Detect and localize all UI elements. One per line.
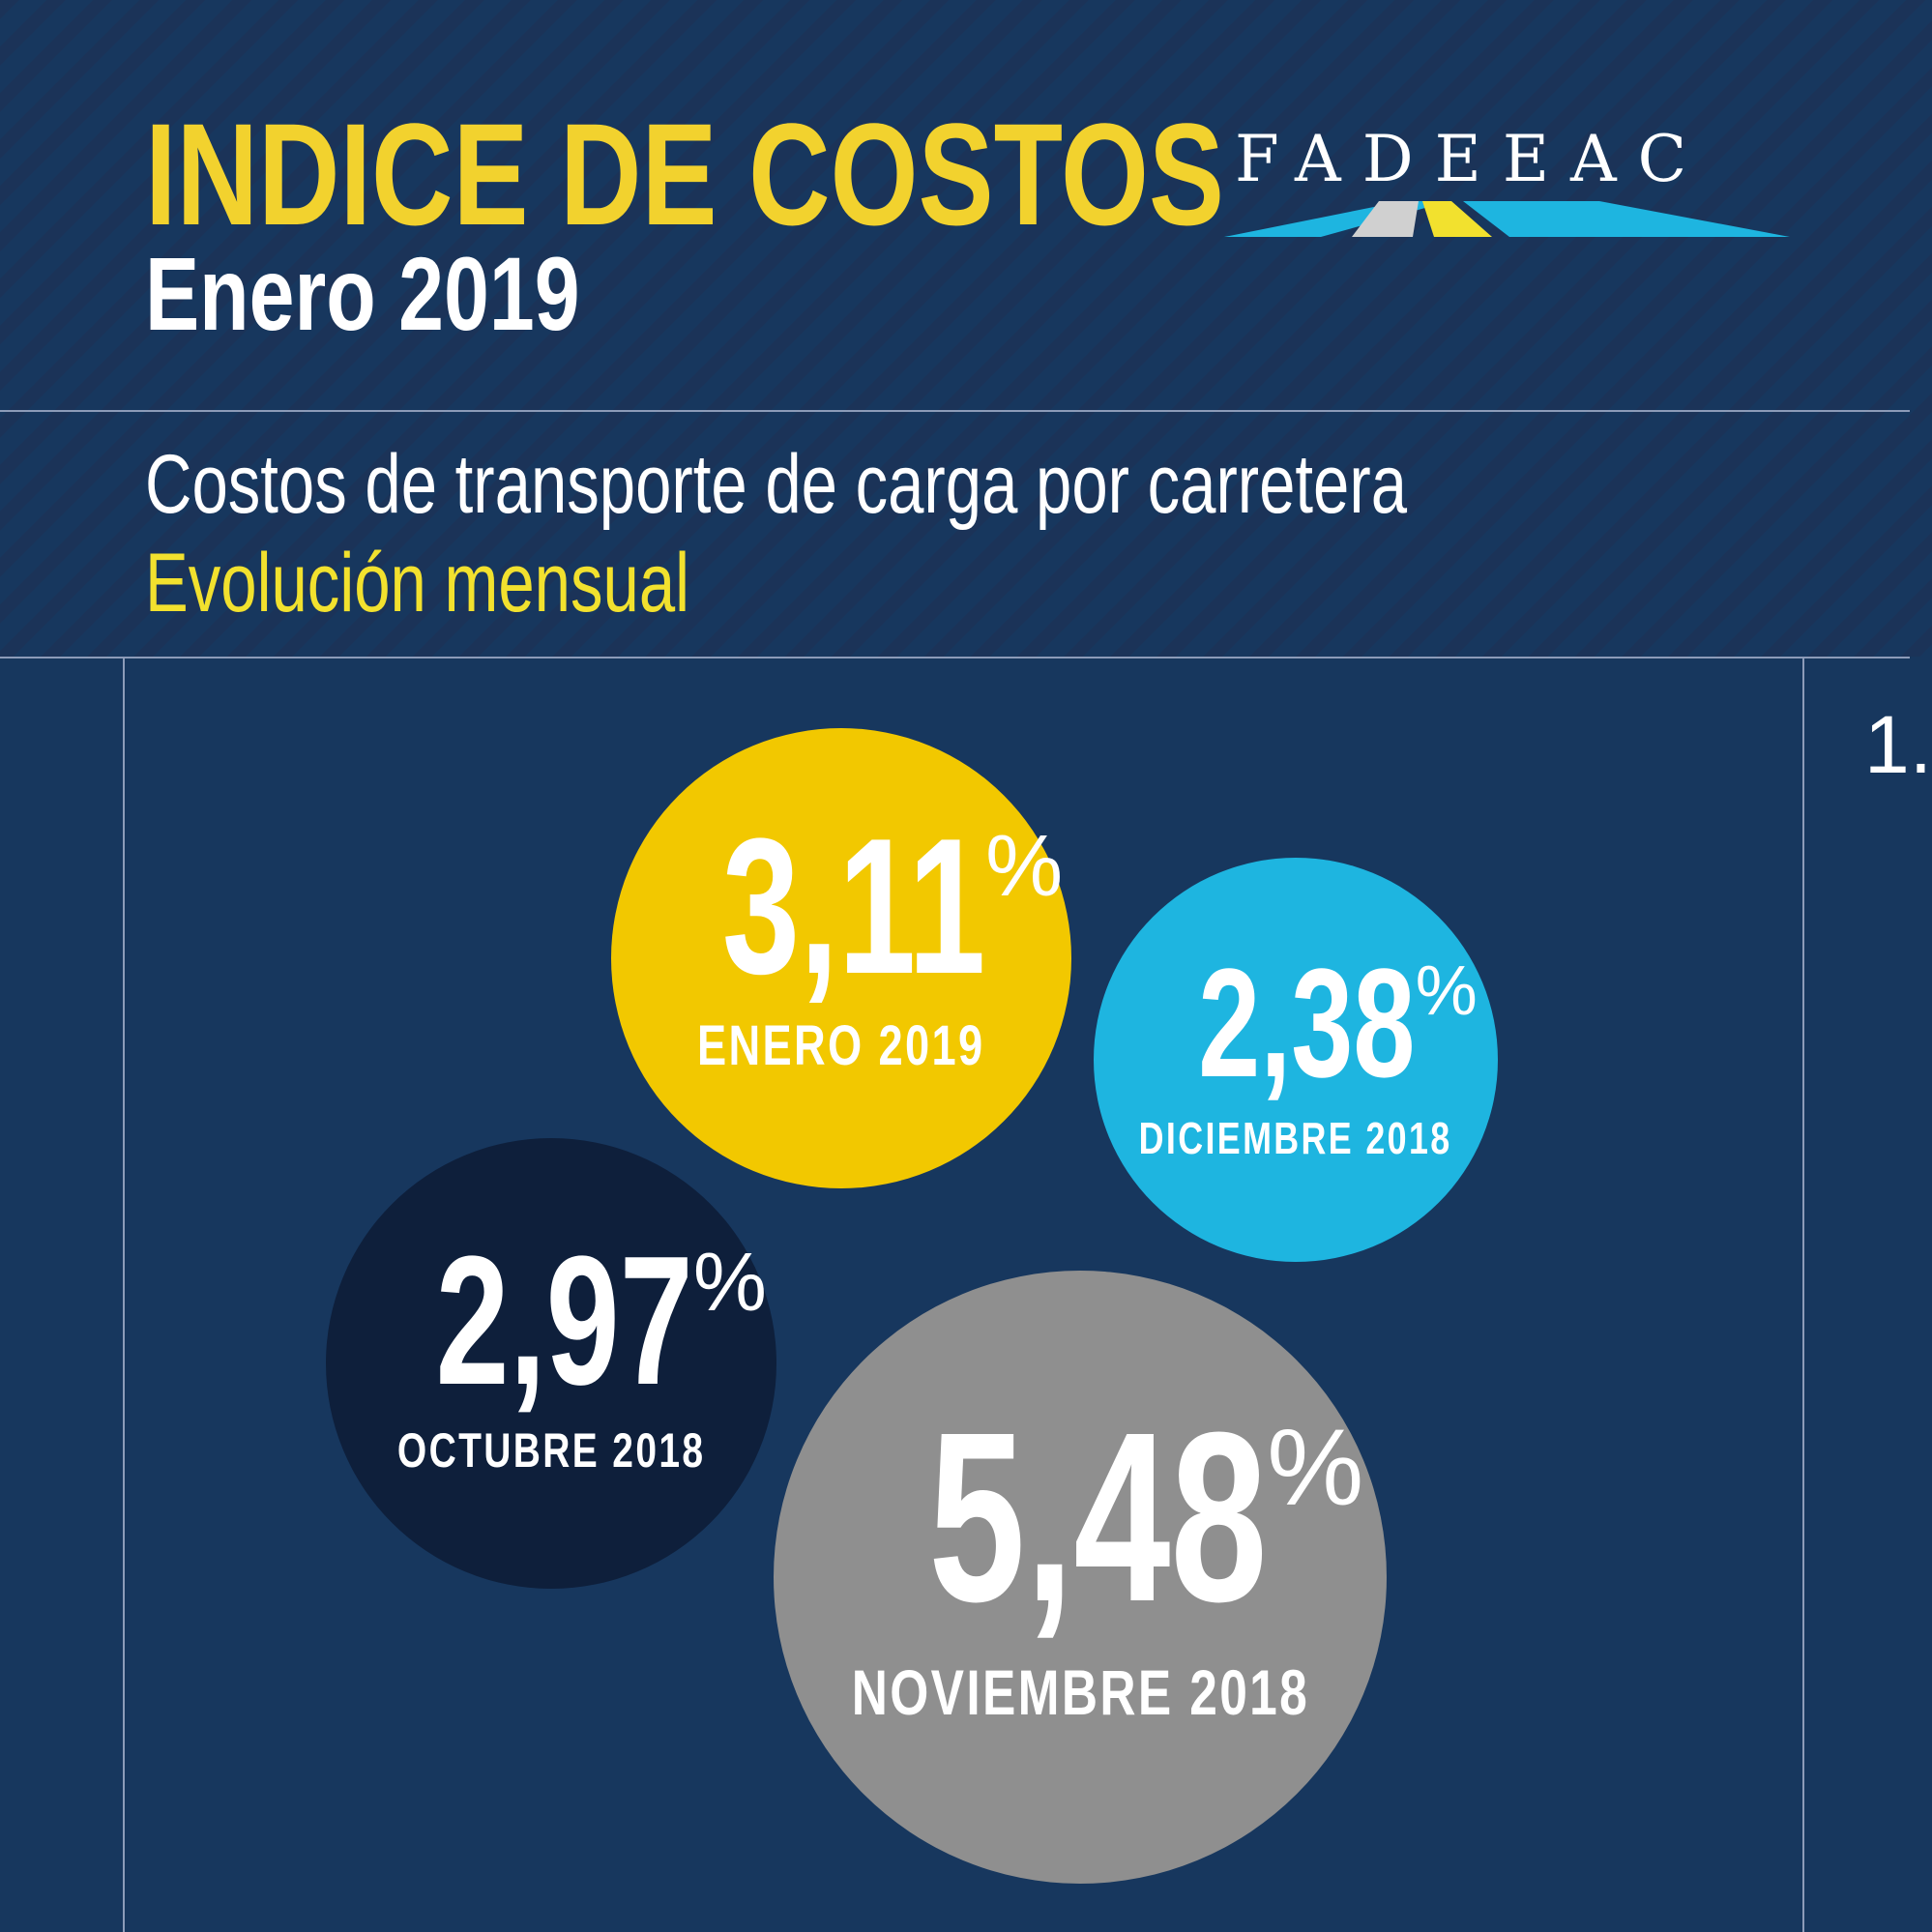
subtitle-evolution: Evolución mensual	[145, 537, 690, 629]
bubble-enero-2019: 3,11% ENERO 2019	[611, 728, 1071, 1188]
page-title: INDICE DE COSTOS	[145, 93, 1225, 255]
fadeeac-logo: FADEEAC	[1219, 126, 1790, 242]
bubble-octubre-2018: 2,97% OCTUBRE 2018	[326, 1138, 776, 1589]
logo-text: FADEEAC	[1235, 122, 1709, 196]
frame-line-left	[123, 657, 125, 1932]
page-marker: 1.	[1864, 699, 1932, 790]
road-stripes-icon	[1224, 201, 1790, 237]
subtitle: Costos de transporte de carga por carret…	[145, 438, 1408, 531]
bubble-label: DICIEMBRE 2018	[1139, 1113, 1452, 1163]
header-background	[0, 0, 1932, 657]
bubble-noviembre-2018: 5,48% NOVIEMBRE 2018	[774, 1271, 1387, 1884]
frame-line-right	[1802, 657, 1804, 1932]
period-title: Enero 2019	[145, 235, 580, 352]
divider	[0, 410, 1910, 412]
bubble-label: OCTUBRE 2018	[396, 1423, 706, 1478]
bubble-label: ENERO 2019	[697, 1013, 985, 1077]
divider	[0, 657, 1910, 659]
bubble-diciembre-2018: 2,38% DICIEMBRE 2018	[1094, 858, 1498, 1262]
bubble-label: NOVIEMBRE 2018	[851, 1656, 1309, 1728]
